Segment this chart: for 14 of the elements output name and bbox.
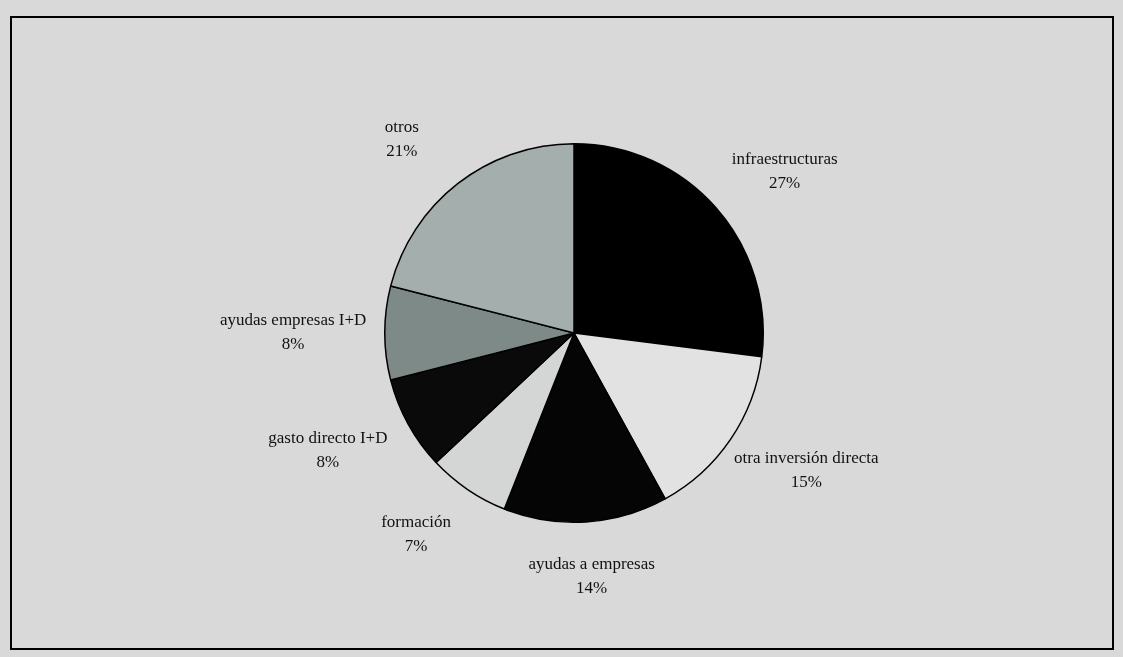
data-label: 15% [790,471,822,491]
slice-label: gasto directo I+D [268,428,388,448]
data-label: 7% [404,536,428,556]
slice-label: infraestructuras [731,148,838,168]
data-label: 27% [769,172,801,192]
slice-label: formación [381,512,452,532]
slice-label: ayudas a empresas [528,554,655,574]
slice-label: otros [384,117,419,137]
data-label: 14% [576,578,608,598]
slice-label: ayudas empresas I+D [219,310,367,330]
slice-label: otra inversión directa [734,447,879,467]
data-label: 8% [316,452,340,472]
data-label: 8% [281,334,305,354]
data-label: 21% [386,141,418,161]
